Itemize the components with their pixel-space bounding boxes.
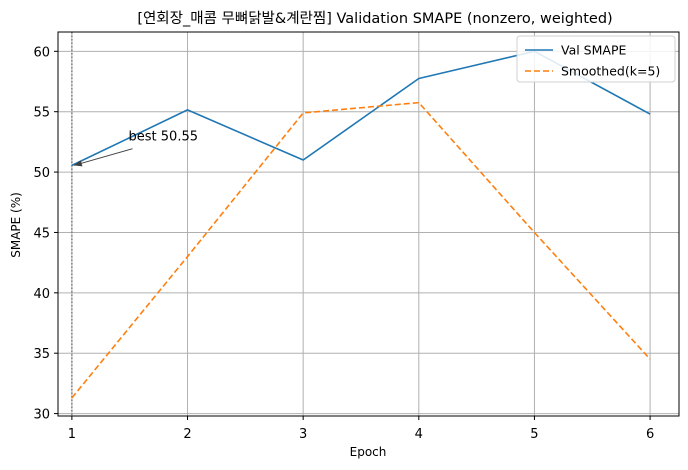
annotation-arrow (73, 148, 133, 166)
legend-label: Smoothed(k=5) (561, 64, 660, 79)
x-tick-label: 6 (646, 427, 654, 442)
x-tick-label: 4 (415, 427, 423, 442)
annotation-arrowhead (73, 160, 83, 167)
legend-label: Val SMAPE (561, 43, 626, 58)
y-tick-label: 60 (33, 45, 50, 60)
x-tick-label: 5 (530, 427, 538, 442)
y-axis-ticks: 30 35 40 45 50 55 60 (33, 45, 58, 423)
y-tick-label: 50 (33, 166, 50, 181)
y-tick-label: 55 (33, 106, 50, 121)
x-axis-ticks: 1 2 3 4 5 6 (68, 416, 654, 442)
y-tick-label: 40 (33, 287, 50, 302)
series-line-smoothed-k-5- (71, 101, 651, 399)
x-tick-label: 1 (68, 427, 76, 442)
y-tick-label: 30 (33, 408, 50, 423)
annotation-text: best 50.55 (129, 130, 198, 145)
x-tick-label: 2 (183, 427, 191, 442)
grid (58, 32, 679, 416)
x-tick-label: 3 (299, 427, 307, 442)
y-tick-label: 45 (33, 226, 50, 241)
plot-frame (57, 31, 680, 417)
y-axis-label: SMAPE (%) (9, 192, 23, 258)
best-annotation: best 50.55 (73, 130, 198, 167)
x-axis-label: Epoch (350, 445, 387, 459)
series-lines (71, 50, 651, 399)
chart-title: [연회장_매콤 무뼈닭발&계란찜] Validation SMAPE (nonz… (137, 10, 612, 27)
legend-box (516, 35, 676, 83)
y-tick-label: 35 (33, 347, 50, 362)
legend: Val SMAPE Smoothed(k=5) (516, 35, 676, 83)
